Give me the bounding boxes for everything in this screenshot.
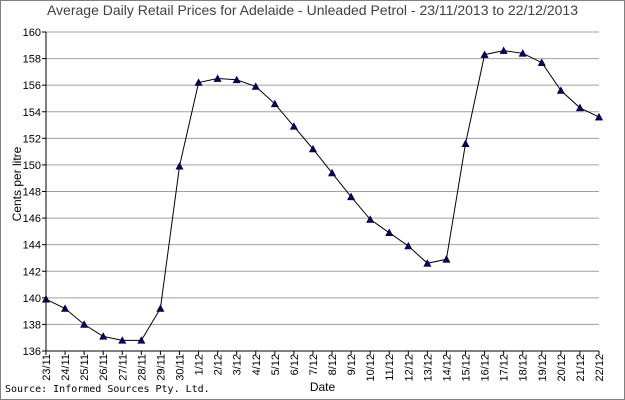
y-tick-label: 156 — [23, 80, 41, 92]
data-point — [537, 58, 546, 66]
data-point — [213, 74, 222, 82]
data-point — [137, 336, 146, 344]
x-tick-label: 7/12 — [308, 354, 320, 375]
y-tick-label: 144 — [23, 240, 41, 252]
data-point — [385, 228, 394, 237]
x-tick-label: 9/12 — [346, 354, 358, 375]
x-tick-label: 24/11 — [60, 354, 72, 381]
x-tick-label: 6/12 — [289, 354, 301, 375]
data-point — [499, 46, 508, 54]
data-point — [270, 99, 279, 108]
x-tick-label: 19/12 — [537, 354, 549, 382]
data-point — [461, 139, 470, 147]
data-points — [41, 46, 604, 344]
y-tick-label: 142 — [23, 266, 41, 278]
data-point — [366, 215, 375, 223]
data-point — [480, 50, 489, 58]
y-tick-label: 160 — [23, 27, 41, 39]
x-tick-label: 20/12 — [556, 354, 568, 382]
source-note: Source: Informed Sources Pty. Ltd. — [5, 384, 210, 395]
data-point — [518, 49, 527, 57]
data-point — [404, 241, 413, 250]
x-tick-label: 1/12 — [194, 354, 206, 375]
y-tick-label: 140 — [23, 293, 41, 305]
chart-title: Average Daily Retail Prices for Adelaide… — [46, 2, 579, 18]
x-tick-label: 27/11 — [117, 354, 129, 381]
y-tick-label: 138 — [23, 319, 41, 331]
y-tick-label: 148 — [23, 187, 41, 199]
data-point — [99, 332, 108, 340]
x-tick-label: 28/11 — [136, 354, 148, 381]
data-point — [61, 304, 70, 312]
x-tick-label: 4/12 — [251, 354, 263, 375]
x-tick-label: 17/12 — [499, 354, 511, 382]
x-tick-label: 12/12 — [403, 354, 415, 382]
x-tick-label: 14/12 — [441, 354, 453, 382]
x-tick-label: 5/12 — [270, 354, 282, 375]
x-tick-label: 23/11 — [41, 354, 53, 381]
y-tick-labels: 136 138 140 142 144 146 148 150 152 154 156 158 160 — [23, 27, 41, 358]
x-tick-label: 30/11 — [174, 354, 186, 381]
x-tick-label: 10/12 — [365, 354, 377, 382]
data-point — [156, 304, 165, 312]
data-point — [556, 86, 565, 94]
data-point — [289, 122, 298, 130]
x-tick-label: 11/12 — [384, 354, 396, 381]
data-point — [423, 259, 432, 267]
x-tick-label: 13/12 — [422, 354, 434, 382]
series-line — [45, 50, 600, 341]
x-tick-label: 15/12 — [461, 354, 473, 382]
data-point — [308, 144, 317, 153]
data-point — [175, 162, 184, 170]
data-point — [251, 82, 260, 90]
data-point — [575, 103, 584, 112]
grid — [42, 31, 599, 352]
x-tick-label: 25/11 — [79, 354, 91, 381]
y-tick-label: 146 — [23, 213, 41, 225]
y-tick-label: 152 — [23, 133, 41, 145]
y-tick-label: 136 — [23, 346, 41, 358]
data-point — [442, 255, 451, 263]
x-tick-label: 29/11 — [155, 354, 167, 381]
y-tick-label: 150 — [23, 160, 41, 172]
y-tick-label: 158 — [23, 54, 41, 66]
x-tick-label: 16/12 — [480, 354, 492, 382]
data-point — [594, 112, 604, 121]
x-axis-label: Date — [310, 380, 336, 394]
x-tick-label: 26/11 — [98, 354, 110, 381]
data-point — [328, 168, 337, 177]
data-point — [80, 320, 89, 328]
x-tick-label: 18/12 — [518, 354, 530, 382]
data-point — [347, 192, 356, 201]
data-point — [118, 336, 127, 344]
y-tick-label: 154 — [23, 107, 41, 119]
x-tick-labels: 23/11 24/11 25/11 26/11 27/11 28/11 29/11 30/11… — [41, 351, 606, 382]
data-point — [232, 75, 241, 84]
x-tick-label: 3/12 — [232, 354, 244, 375]
data-point — [194, 78, 203, 86]
x-tick-label: 2/12 — [213, 354, 225, 375]
y-axis-label: Cents per litre — [10, 146, 24, 221]
x-tick-label: 21/12 — [575, 354, 587, 382]
x-tick-label: 8/12 — [327, 354, 339, 375]
x-tick-label: 22/12 — [594, 354, 606, 382]
